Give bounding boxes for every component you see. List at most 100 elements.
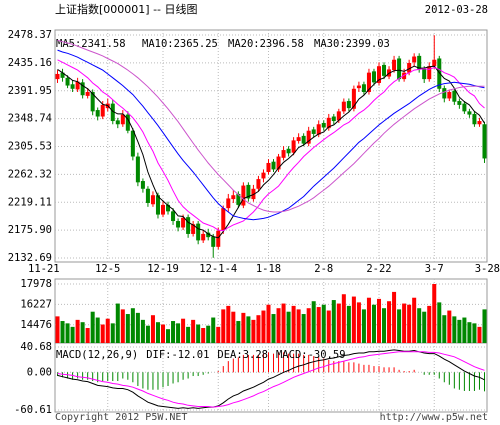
indicator-line xyxy=(57,59,485,232)
candle-body xyxy=(160,204,166,215)
volume-bar xyxy=(291,305,296,343)
volume-bar xyxy=(85,328,90,343)
y-tick-label: 16227 xyxy=(20,298,52,310)
candle-body xyxy=(402,72,407,80)
x-tick-label: 12-5 xyxy=(95,263,120,275)
candle-body xyxy=(276,156,281,170)
volume-bar xyxy=(171,321,176,343)
indicator-line xyxy=(57,349,485,409)
candle-body xyxy=(251,188,256,200)
volume-bar xyxy=(442,315,447,343)
volume-bar xyxy=(166,329,171,343)
volume-bar xyxy=(387,301,392,343)
volume-bar xyxy=(281,303,286,343)
candle-body xyxy=(301,135,306,144)
volume-bar xyxy=(60,321,65,343)
volume-bar xyxy=(366,297,371,343)
volume-bar xyxy=(100,324,105,343)
x-tick-label: 1-18 xyxy=(256,263,281,275)
volume-bar xyxy=(256,315,261,343)
y-tick-label: -60.61 xyxy=(14,404,52,416)
volume-bar xyxy=(65,323,70,343)
candle-body xyxy=(135,156,140,183)
volume-bar xyxy=(261,310,266,343)
volume-bar xyxy=(457,319,462,343)
volume-bar xyxy=(80,322,85,343)
volume-bar xyxy=(145,325,150,343)
volume-bar xyxy=(216,326,221,343)
volume-bar xyxy=(331,300,336,343)
candle-body xyxy=(286,148,291,154)
volume-bar xyxy=(246,316,251,343)
candle-body xyxy=(376,66,382,83)
candle-body xyxy=(271,161,276,170)
volume-bar xyxy=(191,319,196,343)
candle-body xyxy=(115,120,120,125)
volume-bar xyxy=(125,314,130,343)
x-tick-label: 2-22 xyxy=(366,263,391,275)
volume-bar xyxy=(306,308,311,343)
candle-body xyxy=(291,140,296,153)
volume-bar xyxy=(196,324,201,343)
volume-bar xyxy=(70,326,75,343)
chart-title: 上证指数[000001] -- 日线图 xyxy=(55,2,198,16)
volume-bar xyxy=(110,323,115,343)
volume-bar xyxy=(412,297,417,343)
volume-bar xyxy=(422,311,427,343)
volume-bar xyxy=(361,309,366,343)
candle-body xyxy=(206,232,211,238)
candle-body xyxy=(341,101,346,112)
candle-body xyxy=(236,193,241,205)
volume-bar xyxy=(221,309,226,343)
y-tick-label: 17978 xyxy=(20,278,52,290)
candle-body xyxy=(462,103,467,112)
candle-body xyxy=(321,122,326,128)
volume-bar xyxy=(311,301,316,343)
volume-bar xyxy=(271,314,276,343)
volume-bar xyxy=(321,304,326,343)
volume-bar xyxy=(376,298,382,343)
candle-body xyxy=(231,195,236,200)
candle-body xyxy=(281,150,286,158)
legend-label: DIF:-12.01 xyxy=(146,349,209,361)
candle-body xyxy=(447,92,452,99)
candle-body xyxy=(226,198,231,209)
legend-label: MA30:2399.03 xyxy=(314,38,390,50)
volume-bar xyxy=(432,284,437,343)
candle-body xyxy=(176,221,181,228)
volume-bar xyxy=(241,312,246,343)
candle-body xyxy=(407,62,412,73)
candle-body xyxy=(351,88,356,109)
candle-body xyxy=(211,236,216,247)
candle-body xyxy=(382,64,387,76)
volume-bar xyxy=(201,328,206,343)
candle-body xyxy=(80,82,85,96)
volume-bar xyxy=(341,294,346,343)
candle-body xyxy=(70,84,75,89)
volume-bar xyxy=(356,302,361,343)
volume-bar xyxy=(115,303,120,343)
volume-bar xyxy=(462,317,467,343)
candle-body xyxy=(201,233,206,241)
volume-bar xyxy=(407,304,412,343)
volume-bar xyxy=(382,308,387,343)
candle-body xyxy=(412,56,417,63)
volume-bar xyxy=(251,319,256,343)
volume-bar xyxy=(55,316,60,343)
candle-body xyxy=(171,211,176,222)
legend-label: MACD:-30.59 xyxy=(276,349,346,361)
volume-bar xyxy=(160,324,166,343)
indicator-label: MACD(12,26,9) xyxy=(56,349,138,361)
volume-bar xyxy=(155,322,160,343)
indicator-line xyxy=(57,351,485,408)
candle-body xyxy=(246,184,251,199)
candle-body xyxy=(371,71,376,83)
footer-right: http://www.p5w.net xyxy=(380,412,488,423)
candle-body xyxy=(432,59,437,67)
volume-bar xyxy=(482,309,487,343)
legend-label: MA10:2365.25 xyxy=(142,38,218,50)
volume-bar xyxy=(120,309,125,343)
x-tick-label: 2-8 xyxy=(314,263,333,275)
candle-body xyxy=(452,90,457,102)
